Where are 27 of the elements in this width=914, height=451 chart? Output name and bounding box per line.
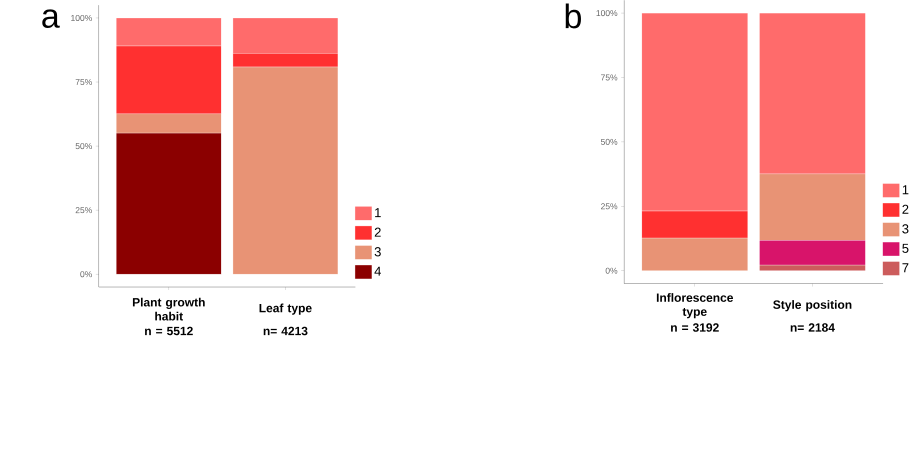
y-tick-label: 50%: [600, 138, 618, 145]
legend-label: 2: [902, 204, 908, 214]
y-tick-label: 50%: [76, 143, 92, 150]
legend-label: 7: [902, 263, 908, 272]
text: n= 2184: [790, 323, 835, 332]
legend-label: 3: [902, 224, 908, 234]
y-tick-label: 100%: [71, 14, 92, 21]
y-tick-label: 0%: [606, 268, 618, 274]
legend-label: 3: [374, 247, 381, 256]
x-tick-label: Style position: [773, 300, 852, 312]
chart-title: a: [42, 9, 60, 28]
y-tick-label: 25%: [601, 203, 618, 210]
y-tick-label: 75%: [76, 79, 92, 86]
chart-title: b: [566, 3, 581, 28]
text: n = 5512: [145, 326, 193, 336]
legend-label: 1: [902, 185, 908, 194]
legend-label: 2: [374, 228, 381, 237]
legend-label: 1: [375, 208, 381, 218]
y-tick-label: 75%: [601, 74, 618, 80]
y-tick-label: 0%: [80, 271, 92, 278]
text: n= 4213: [264, 326, 308, 336]
legend-label: 4: [374, 266, 381, 276]
y-tick-label: 100%: [596, 10, 618, 16]
legend-label: 5: [902, 244, 908, 253]
text: n = 3192: [671, 323, 719, 332]
x-tick-label: Leaf type: [260, 304, 312, 315]
y-tick-label: 25%: [76, 207, 92, 214]
